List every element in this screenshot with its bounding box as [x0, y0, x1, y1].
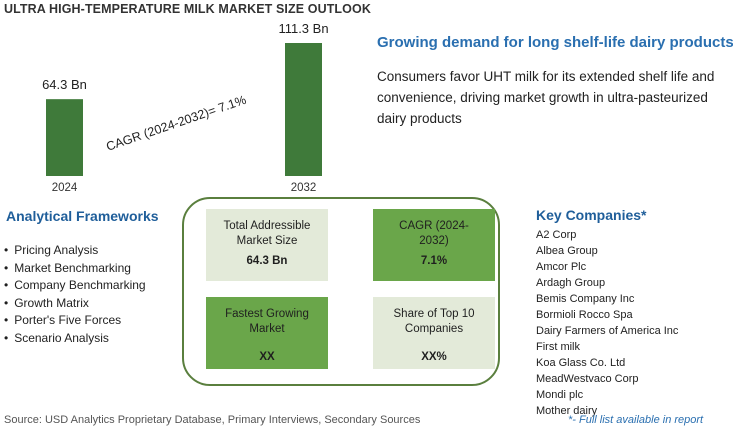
framework-item: Porter's Five Forces — [4, 312, 146, 330]
company-item: Albea Group — [536, 245, 598, 257]
company-item: A2 Corp — [536, 229, 577, 241]
headline-heading: Growing demand for long shelf-life dairy… — [377, 34, 733, 51]
market-size-bar-chart: 64.3 Bn 2024 111.3 Bn 2032 CAGR (2024-2032)… — [42, 21, 328, 194]
kpi-value: XX — [259, 351, 275, 363]
full-list-note: *- Full list available in report — [568, 414, 704, 426]
frameworks-title: Analytical Frameworks — [6, 208, 159, 224]
company-item: First milk — [536, 341, 580, 353]
kpi-label: Fastest Growing Market — [225, 308, 309, 335]
data-label: 64.3 Bn — [42, 77, 87, 92]
company-item: Koa Glass Co. Ltd — [536, 357, 626, 369]
kpi-card-cagr: CAGR (2024-2032) 7.1% — [373, 209, 495, 281]
companies-title: Key Companies* — [536, 207, 647, 223]
chart-title: ULTRA HIGH-TEMPERATURE MILK MARKET SIZE … — [4, 2, 371, 16]
framework-item: Company Benchmarking — [4, 277, 145, 295]
company-item: Bormioli Rocco Spa — [536, 309, 633, 321]
kpi-card-tam: Total Addressible Market Size 64.3 Bn — [206, 209, 328, 281]
data-label: 111.3 Bn — [278, 21, 328, 36]
frameworks-list: Pricing Analysis Market Benchmarking Com… — [4, 242, 146, 348]
kpi-card-fastest: Fastest Growing Market XX — [206, 297, 328, 369]
kpi-value: 64.3 Bn — [246, 255, 288, 267]
bar-2024 — [46, 99, 83, 176]
framework-item: Scenario Analysis — [4, 330, 146, 348]
framework-item: Market Benchmarking — [4, 260, 146, 278]
framework-item: Growth Matrix — [4, 295, 146, 313]
company-item: Dairy Farmers of America Inc — [536, 325, 679, 337]
category-label: 2032 — [291, 182, 317, 194]
headline-description: Consumers favor UHT milk for its extende… — [377, 69, 715, 126]
kpi-label: Total Addressible Market Size — [223, 220, 311, 247]
kpi-label: Share of Top 10 Companies — [393, 308, 475, 335]
kpi-value: XX% — [421, 351, 447, 363]
companies-list: A2 Corp Albea Group Amcor Plc Ardagh Gro… — [536, 227, 678, 419]
company-item: Mother dairy — [536, 405, 598, 417]
source-note: Source: USD Analytics Proprietary Databa… — [4, 414, 421, 426]
company-item: MeadWestvaco Corp — [536, 373, 639, 385]
company-item: Amcor Plc — [536, 261, 587, 273]
category-label: 2024 — [52, 182, 78, 194]
company-item: Bemis Company Inc — [536, 293, 635, 305]
kpi-value: 7.1% — [420, 255, 448, 267]
kpi-panel — [182, 197, 500, 386]
framework-item: Pricing Analysis — [4, 242, 146, 260]
company-item: Ardagh Group — [536, 277, 606, 289]
cagr-annotation: CAGR (2024-2032)= 7.1% — [104, 93, 248, 154]
kpi-label: CAGR (2024-2032) — [399, 220, 469, 247]
company-item: Mondi plc — [536, 389, 584, 401]
kpi-card-share: Share of Top 10 Companies XX% — [373, 297, 495, 369]
bar-2032 — [285, 43, 322, 176]
